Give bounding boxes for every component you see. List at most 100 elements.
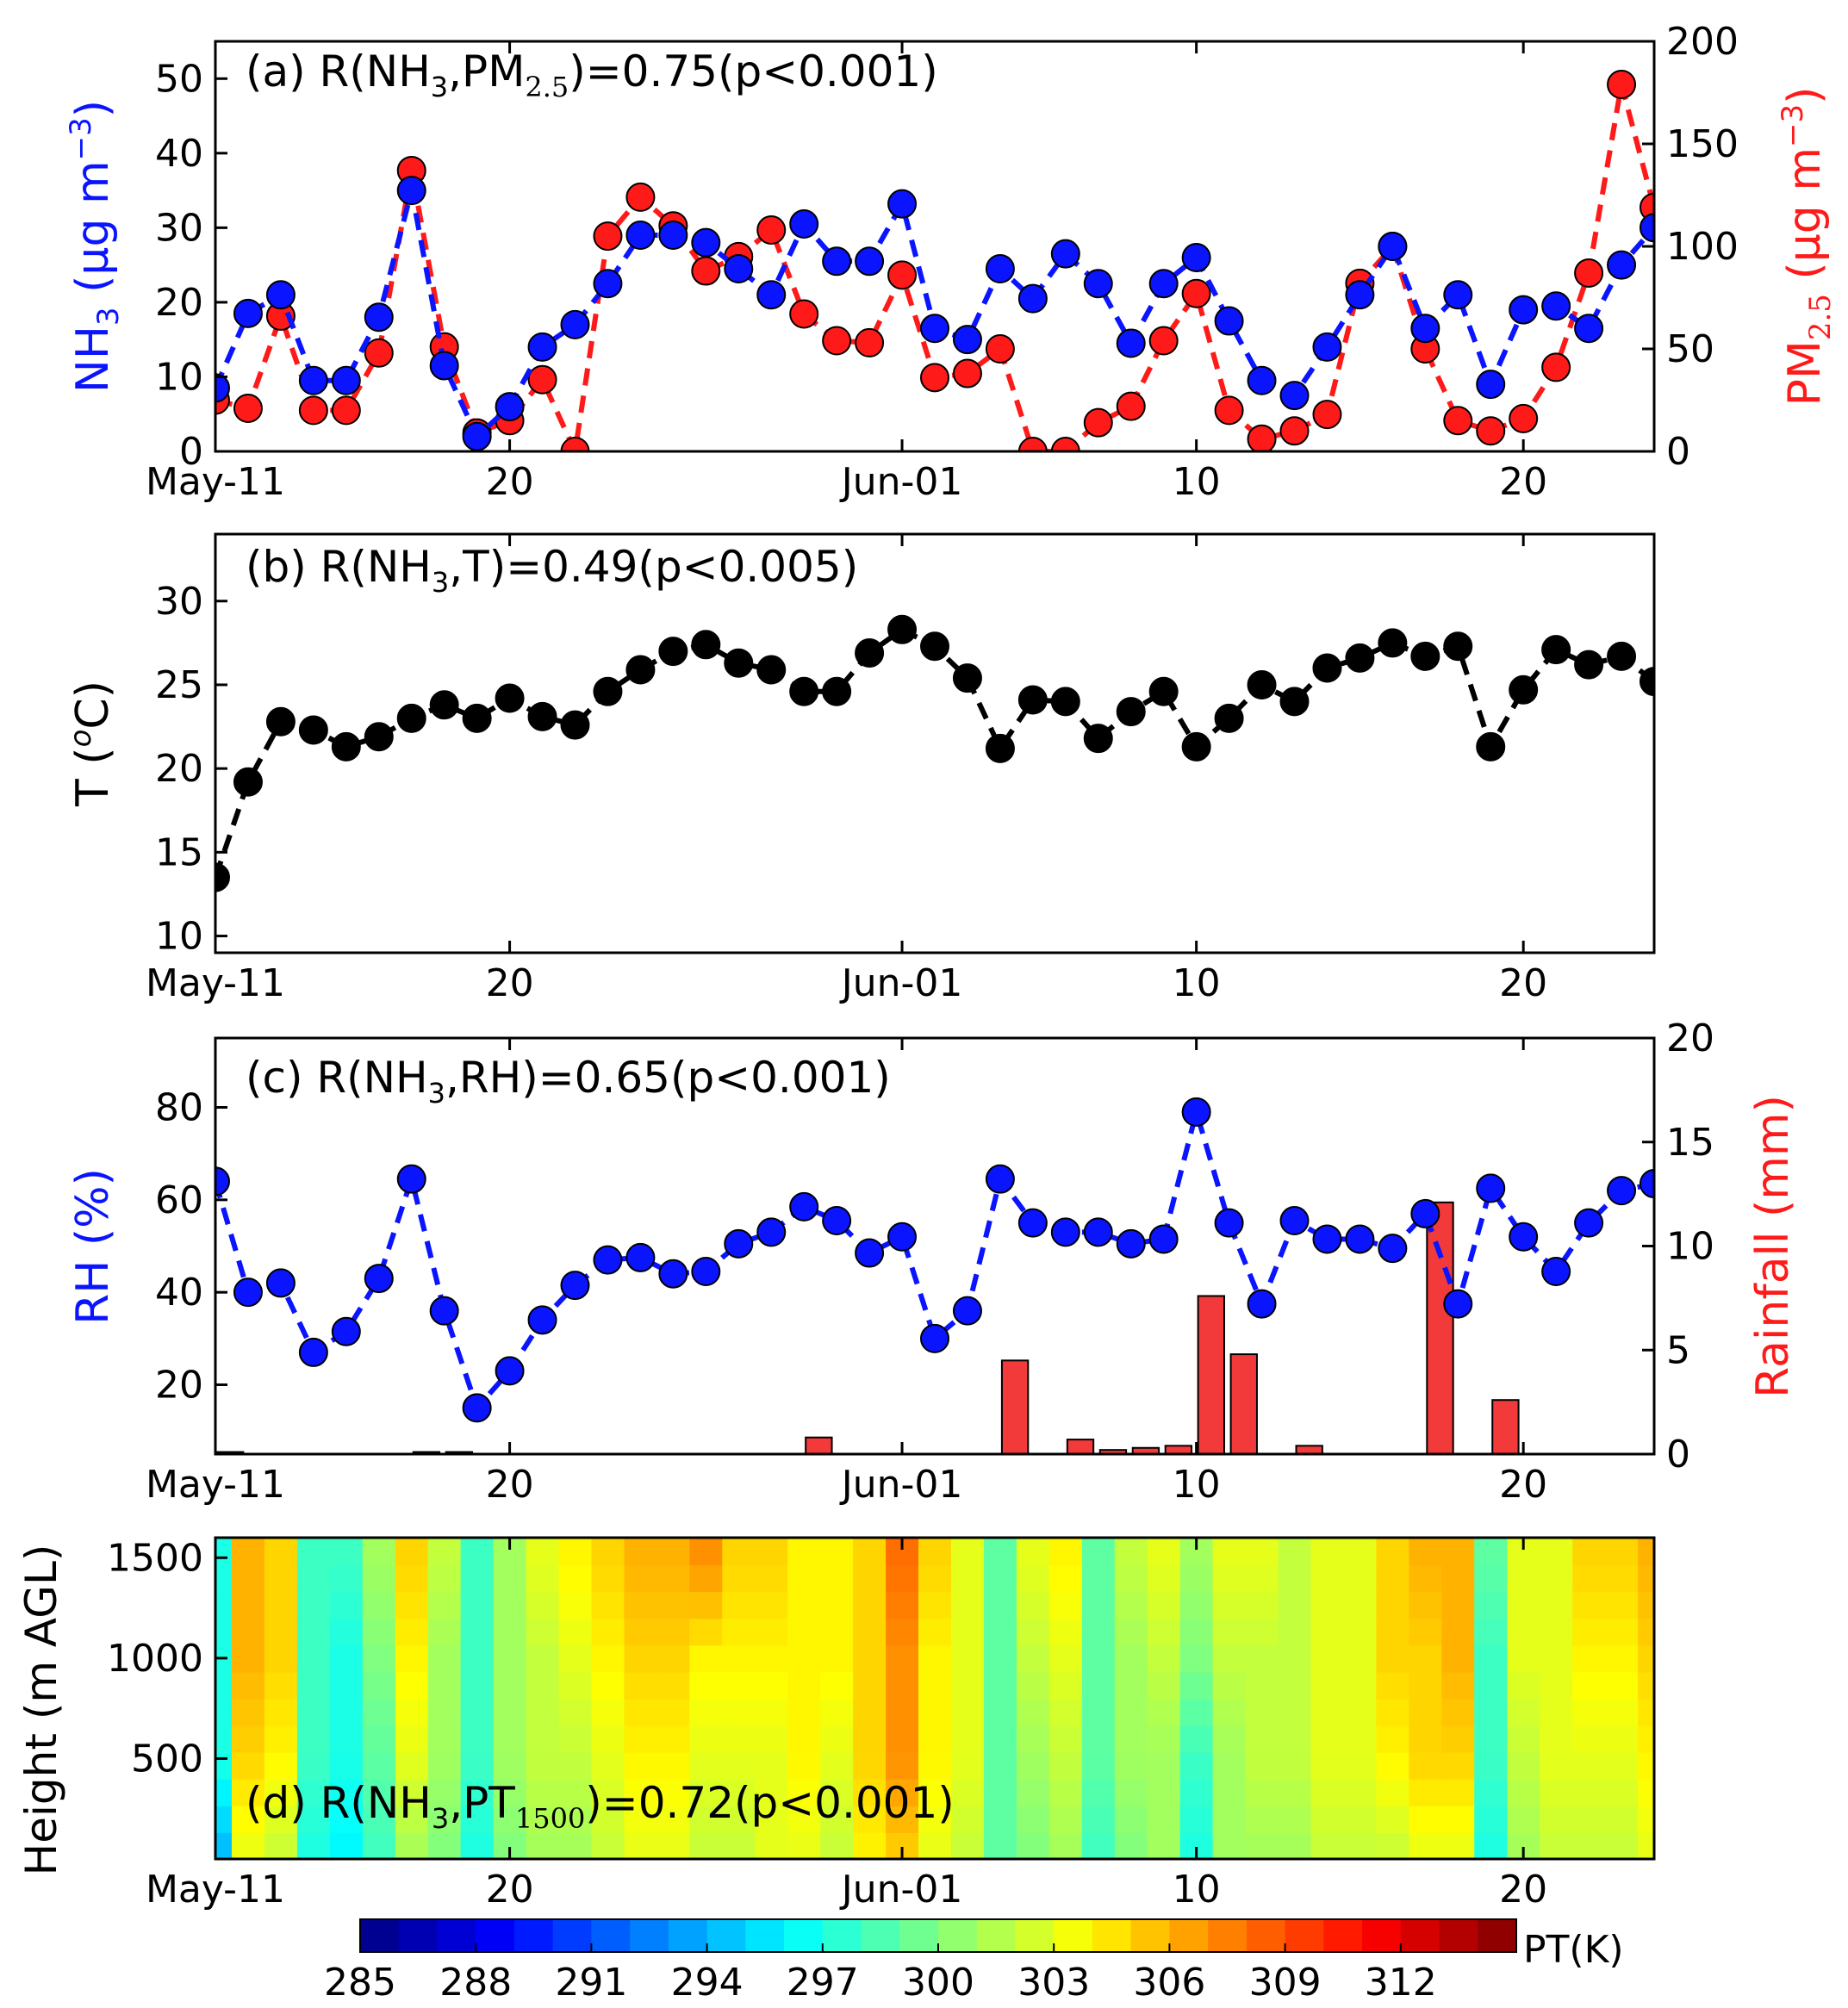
pt-cell (1245, 1805, 1279, 1833)
pt-cell (886, 1698, 920, 1726)
x-tick-label: 20 (1499, 1868, 1547, 1912)
pt-cell (1114, 1751, 1148, 1780)
pt-cell (1572, 1538, 1607, 1566)
pt-cell (329, 1725, 364, 1753)
pt-cell (1441, 1698, 1476, 1726)
pt-cell (395, 1751, 429, 1780)
pt-cell (215, 1805, 233, 1833)
pt-cell (918, 1671, 952, 1700)
pt-cell (1016, 1644, 1050, 1673)
pt-cell (624, 1805, 658, 1833)
pt-cell (1572, 1671, 1607, 1700)
pt-cell (853, 1778, 887, 1806)
colorbar-segment (706, 1919, 746, 1952)
pt-cell (1245, 1618, 1279, 1646)
pt-cell (1343, 1725, 1378, 1753)
nh3-point (1312, 332, 1342, 362)
nh3-series (215, 176, 1654, 451)
colorbar-segment (476, 1919, 515, 1952)
y-tick-label: 10 (155, 355, 203, 399)
pm25-point (1214, 395, 1244, 426)
pt-cell (1016, 1564, 1050, 1593)
x-tick-label: May-11 (146, 961, 285, 1005)
pt-cell (1278, 1725, 1312, 1753)
pt-cell (918, 1778, 952, 1806)
pt-cell (722, 1805, 756, 1833)
pt-cell (1409, 1725, 1443, 1753)
pm25-point (952, 358, 982, 389)
pt-cell (526, 1805, 560, 1833)
pt-cell (526, 1725, 560, 1753)
pt-cell (1638, 1591, 1654, 1619)
y-tick-label: 50 (1666, 327, 1714, 371)
pt-cell (395, 1778, 429, 1806)
pt-cell (1376, 1778, 1410, 1806)
pt-cell (1343, 1698, 1378, 1726)
colorbar-segment (398, 1919, 438, 1952)
pt-cell (950, 1671, 985, 1700)
colorbar-segment (1015, 1919, 1055, 1952)
pt-cell (1048, 1831, 1083, 1859)
rh-point (1181, 1097, 1211, 1127)
nh3-point (855, 246, 885, 277)
pt-cell (1572, 1831, 1607, 1859)
nh3-point (691, 227, 721, 258)
pt-cell (1016, 1698, 1050, 1726)
pm25-point (887, 260, 918, 290)
pt-cell (395, 1671, 429, 1700)
pm25-point (822, 326, 852, 356)
nh3-point (429, 351, 459, 381)
pt-cell (231, 1671, 265, 1700)
pt-cell (1376, 1538, 1410, 1566)
pt-cell (1409, 1644, 1443, 1673)
rh-point (560, 1271, 590, 1301)
colorbar-segment (591, 1919, 631, 1952)
pt-cell (689, 1564, 724, 1593)
temp-point (527, 701, 557, 731)
colorbar-segment (552, 1919, 592, 1952)
pm25-point (789, 299, 819, 329)
pt-cell (983, 1538, 1017, 1566)
pt-cell (624, 1778, 658, 1806)
pt-cell (1572, 1564, 1607, 1593)
pt-cell (362, 1671, 396, 1700)
pt-cell (296, 1778, 331, 1806)
rh-point (789, 1191, 819, 1222)
pt-cell (460, 1805, 495, 1833)
pt-cell (1638, 1831, 1654, 1859)
temp-line (215, 626, 1654, 879)
pt-cell (1278, 1831, 1312, 1859)
panel-d-ylabel: Height (m AGL) (16, 1545, 66, 1876)
nh3-line (215, 190, 1654, 441)
pt-cell (1409, 1698, 1443, 1726)
pt-cell (1376, 1618, 1410, 1646)
colorbar-segment (1054, 1919, 1093, 1952)
pt-cell (950, 1564, 985, 1593)
pt-cell (886, 1564, 920, 1593)
pt-cell (264, 1831, 298, 1859)
nh3-point (952, 325, 982, 355)
nh3-point (1214, 306, 1244, 336)
pt-cell (755, 1831, 789, 1859)
pt-cell (1605, 1591, 1640, 1619)
rh-point (233, 1278, 263, 1308)
pt-cell (1441, 1644, 1476, 1673)
pt-cell (493, 1591, 527, 1619)
pt-cell (526, 1564, 560, 1593)
rh-point (1083, 1217, 1113, 1247)
temp-point (887, 614, 918, 644)
colorbar-segment (630, 1919, 669, 1952)
pt-cell (1507, 1618, 1541, 1646)
pt-cell (296, 1725, 331, 1753)
pt-cell (264, 1564, 298, 1593)
pt-cell (755, 1725, 789, 1753)
pt-cell (755, 1644, 789, 1673)
x-tick-label: 10 (1173, 460, 1221, 504)
pm25-point (1116, 391, 1146, 421)
temp-point (396, 703, 426, 733)
pt-cell (1179, 1725, 1214, 1753)
y-tick-label: 5 (1666, 1328, 1690, 1372)
pt-cell (918, 1591, 952, 1619)
pt-cell (427, 1831, 462, 1859)
pt-cell (215, 1698, 233, 1726)
